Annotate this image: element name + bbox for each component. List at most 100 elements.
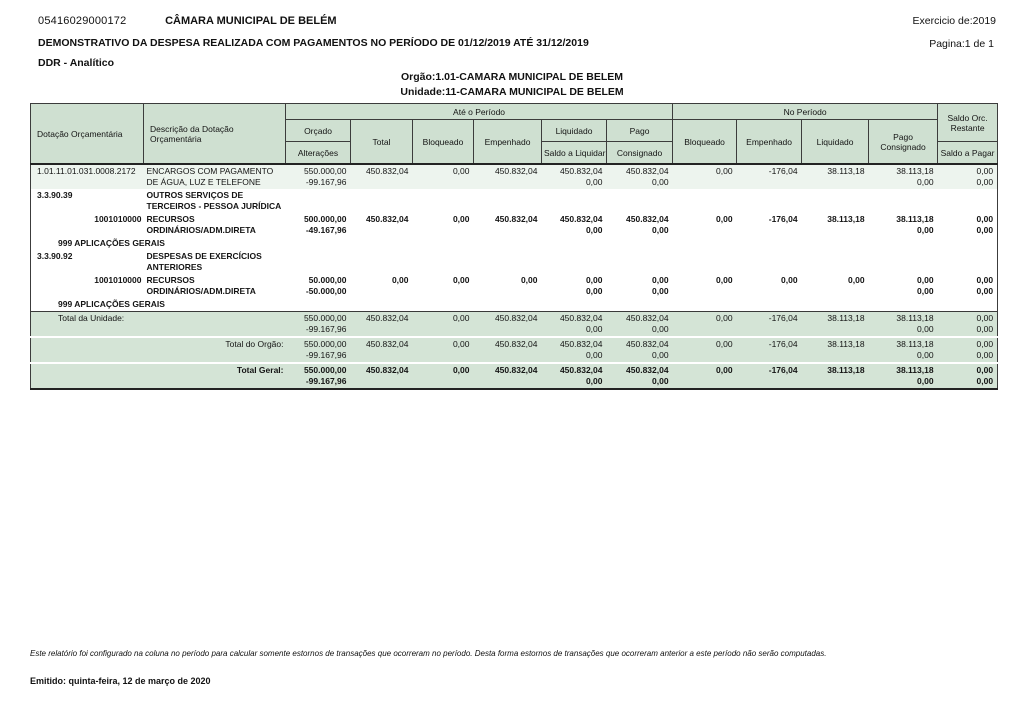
value-text: 0,00: [585, 275, 603, 285]
cell-value: [869, 189, 938, 213]
value-text: 450.832,04: [494, 214, 538, 224]
col-header-consignado: Consignado: [605, 141, 674, 165]
cell-value: [542, 298, 607, 312]
cell-value: [413, 237, 474, 250]
cell-value: -176,04: [736, 362, 802, 389]
cell-value: [607, 189, 673, 213]
value-text: 0,00: [917, 286, 934, 296]
value-text: 0,00: [652, 376, 669, 386]
cell-text: 3.3.90.39: [37, 190, 73, 200]
value-text: 0,00: [520, 275, 538, 285]
value-text: 0,00: [976, 365, 994, 375]
cell-value: [351, 189, 413, 213]
cell-value: 0,00: [351, 274, 413, 298]
value-text: 0,00: [652, 225, 669, 235]
cell-value: 0,00 0,00: [937, 362, 998, 389]
cell-c2: Total Geral:: [143, 362, 286, 389]
value-text: -99.167,96: [305, 324, 347, 334]
cell-value: 0,00: [413, 274, 474, 298]
row-aplicacoes-1: 999 APLICAÇÕES GERAIS: [31, 237, 998, 250]
cell-value: 0,00 0,00: [938, 164, 998, 189]
cell-value: [413, 189, 474, 213]
cell-value: [286, 298, 351, 312]
value-text: 0,00: [781, 275, 798, 285]
value-text: 450.832,04: [365, 166, 409, 176]
col-header-np-bloqueado: Bloqueado: [672, 119, 738, 165]
value-text: 450.832,04: [494, 313, 538, 323]
value-text: 38.113,18: [827, 214, 865, 224]
row-fonte-recursos-2: 1001010000 RECURSOS ORDINÁRIOS/ADM.DIRETA 5…: [31, 274, 998, 298]
cell-text: TERCEIROS - PESSOA JURÍDICA: [146, 201, 282, 211]
value-text: -176,04: [768, 365, 798, 375]
value-text: 450.832,04: [494, 166, 538, 176]
cell-value: [413, 250, 474, 274]
cell-value: [938, 237, 998, 250]
col-header-saldo-liquidar: Saldo a Liquidar: [541, 141, 607, 165]
cell-value: 450.832,04 0,00: [542, 213, 607, 237]
value-text: 550.000,00: [303, 166, 347, 176]
value-text: 0,00: [585, 376, 603, 386]
cell-value: [474, 250, 542, 274]
cell-text: DESPESAS DE EXERCÍCIOS: [146, 251, 262, 261]
value-text: 0,00: [716, 339, 733, 349]
cell-value: 0,00: [672, 311, 737, 337]
col-header-orcado: Orçado: [285, 119, 351, 142]
cell-value: 450.832,04 0,00: [606, 362, 673, 389]
value-text: 0,00: [917, 177, 934, 187]
row-total-geral: Total Geral: 550.000,00 -99.167,96 450.832,…: [30, 362, 998, 389]
row-total-orgao: Total do Orgão: 550.000,00 -99.167,96 450.8…: [30, 336, 998, 363]
cell-value: 450.832,04 0,00: [541, 336, 607, 363]
value-text: 38.113,18: [896, 365, 934, 375]
value-text: 0,00: [976, 214, 994, 224]
cell-value: [673, 189, 737, 213]
cell-value: [474, 237, 542, 250]
emitted-date: Emitido: quinta-feira, 12 de março de 20…: [30, 676, 211, 686]
table-body: 1.01.11.01.031.0008.2172 ENCARGOS COM PAG…: [30, 164, 998, 389]
cell-value: [869, 298, 938, 312]
row-total-unidade: Total da Unidade: 550.000,00 -99.167,96 450…: [30, 311, 998, 337]
value-text: -176,04: [768, 339, 798, 349]
cell-value: [286, 250, 351, 274]
cell-text: 999 APLICAÇÕES GERAIS: [58, 299, 165, 309]
value-text: 0,00: [976, 275, 994, 285]
cell-value: 0,00 0,00: [937, 311, 998, 337]
value-text: 0,00: [976, 339, 994, 349]
cell-value: [938, 189, 998, 213]
cell-value: 550.000,00 -99.167,96: [286, 164, 351, 189]
cell-value: [607, 250, 673, 274]
cell-value: [737, 237, 802, 250]
cell-text: 1001010000: [94, 214, 142, 224]
cell-text: RECURSOS: [146, 275, 195, 285]
cell-value: 0,00 0,00: [869, 274, 938, 298]
cell-value: 0,00 0,00: [937, 336, 998, 363]
cell-value: 450.832,04: [350, 336, 413, 363]
cell-value: 0,00 0,00: [938, 213, 998, 237]
cell-value: [673, 298, 737, 312]
cell-text: 999 APLICAÇÕES GERAIS: [58, 238, 165, 248]
value-text: 450.832,04: [559, 166, 603, 176]
cell-text: DE ÁGUA, LUZ E TELEFONE: [146, 177, 261, 187]
unit-line: Unidade:11-CAMARA MUNICIPAL DE BELEM: [400, 86, 624, 98]
value-text: 450.832,04: [626, 166, 669, 176]
cell-value: 0,00: [474, 274, 542, 298]
col-header-np-empenhado: Empenhado: [736, 119, 803, 165]
cell-value: [869, 250, 938, 274]
cell-value: 0,00: [412, 311, 474, 337]
value-text: 50.000,00: [308, 275, 347, 285]
cell-value: [607, 237, 673, 250]
value-text: 0,00: [652, 350, 669, 360]
value-text: 0,00: [917, 376, 934, 386]
cell-value: 38.113,18: [802, 213, 869, 237]
value-text: 38.113,18: [827, 166, 865, 176]
cell-value: 38.113,18: [801, 362, 869, 389]
cell-value: [351, 237, 413, 250]
value-text: 0,00: [917, 324, 934, 334]
cell-value: 0,00: [672, 362, 737, 389]
col-header-total: Total: [350, 119, 413, 165]
np-pago-line1: Pago: [893, 131, 913, 142]
cell-text: Total do Orgão:: [225, 339, 284, 349]
value-text: 38.113,18: [827, 339, 865, 349]
value-text: 38.113,18: [827, 365, 865, 375]
value-text: 0,00: [452, 365, 470, 375]
value-text: -99.167,96: [305, 350, 347, 360]
